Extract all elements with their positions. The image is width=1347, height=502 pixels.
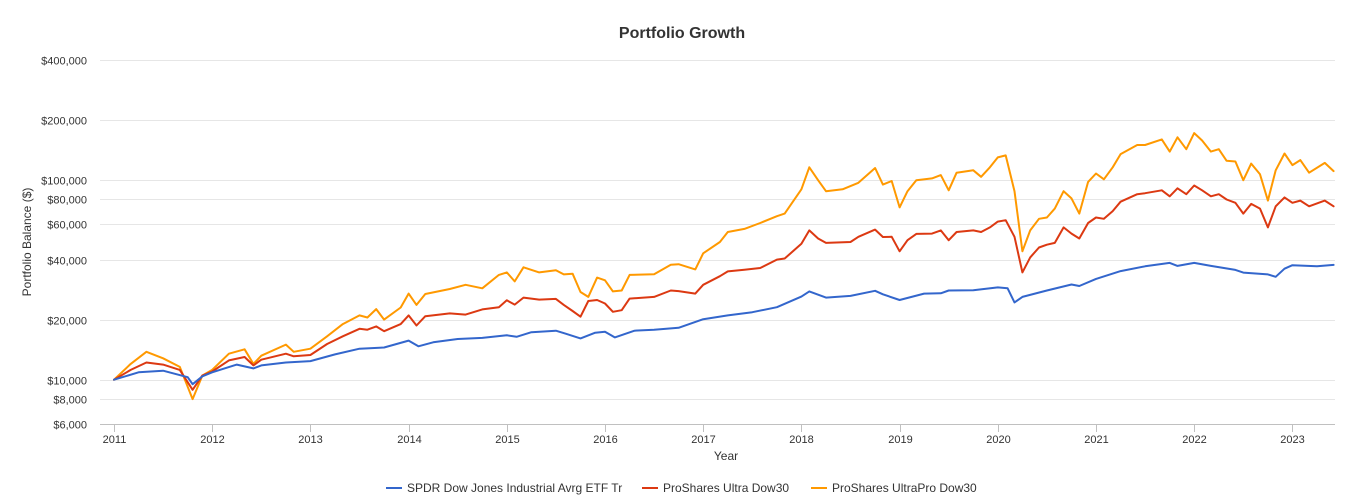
x-tick-label: 2015 [495, 434, 519, 446]
chart-title: Portfolio Growth [619, 25, 745, 42]
legend-label: ProShares UltraPro Dow30 [832, 481, 977, 495]
series-line [113, 184, 1335, 391]
y-tick-label: $6,000 [53, 420, 87, 432]
x-tick-label: 2014 [397, 434, 421, 446]
x-tick-label: 2011 [103, 434, 127, 446]
series-line [113, 132, 1335, 401]
series-line [113, 261, 1335, 386]
y-axis-title: Portfolio Balance ($) [20, 188, 34, 297]
x-tick-label: 2022 [1182, 434, 1206, 446]
y-tick-label: $8,000 [53, 395, 87, 407]
y-tick-label: $400,000 [41, 56, 87, 68]
x-tick-label: 2023 [1280, 434, 1304, 446]
x-axis-title: Year [714, 449, 738, 463]
x-tick-label: 2016 [593, 434, 617, 446]
series-lines [113, 132, 1335, 401]
x-tick-label: 2017 [691, 434, 715, 446]
legend-item[interactable]: ProShares Ultra Dow30 [642, 481, 789, 495]
legend-item[interactable]: SPDR Dow Jones Industrial Avrg ETF Tr [386, 481, 622, 495]
y-tick-label: $100,000 [41, 176, 87, 188]
legend-label: SPDR Dow Jones Industrial Avrg ETF Tr [407, 481, 622, 495]
y-tick-label: $60,000 [47, 220, 87, 232]
x-axis: 2011 2012 2013 2014 2015 2016 2017 2018 2019 2020… [100, 424, 1335, 446]
x-tick-label: 2013 [298, 434, 322, 446]
y-axis-ticks: $6,000 $8,000 $10,000 $20,000 $40,000 $60,000… [41, 56, 87, 432]
y-tick-label: $20,000 [47, 316, 87, 328]
x-tick-label: 2018 [789, 434, 813, 446]
x-tick-label: 2012 [200, 434, 224, 446]
gridlines [100, 60, 1335, 425]
x-tick-label: 2020 [986, 434, 1010, 446]
x-tick-label: 2019 [888, 434, 912, 446]
y-tick-label: $10,000 [47, 376, 87, 388]
legend-item[interactable]: ProShares UltraPro Dow30 [811, 481, 977, 495]
y-tick-label: $200,000 [41, 116, 87, 128]
y-tick-label: $40,000 [47, 256, 87, 268]
legend[interactable]: SPDR Dow Jones Industrial Avrg ETF Tr Pro… [386, 481, 977, 495]
x-tick-label: 2021 [1084, 434, 1108, 446]
legend-label: ProShares Ultra Dow30 [663, 481, 789, 495]
y-tick-label: $80,000 [47, 195, 87, 207]
